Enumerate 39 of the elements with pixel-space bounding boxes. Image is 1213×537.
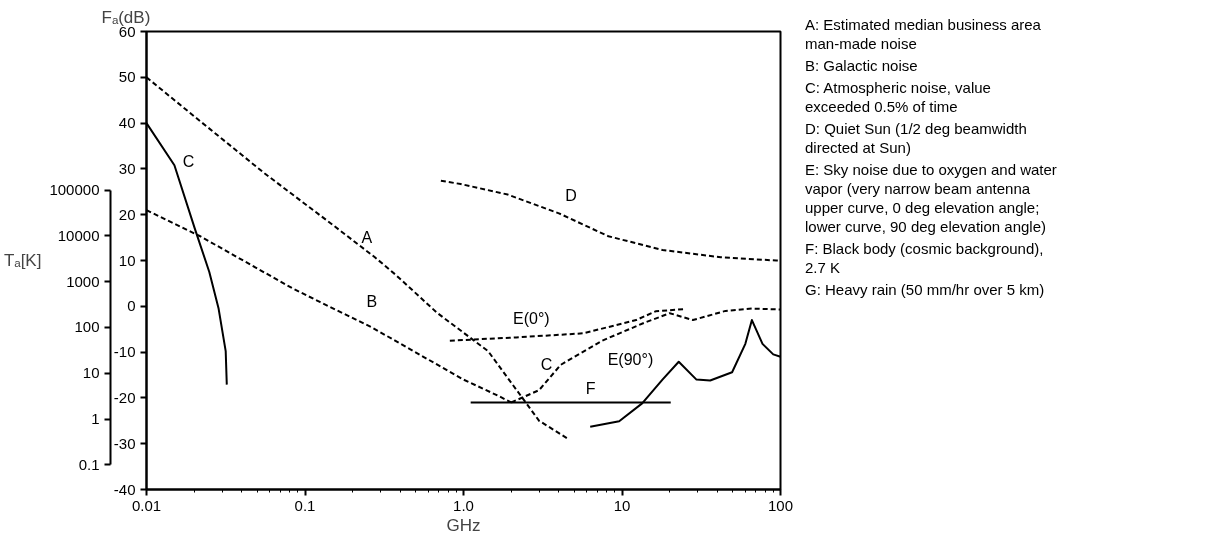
y2-tick-label: -20 — [113, 388, 136, 406]
series-label: C — [540, 356, 553, 374]
series-label: D — [565, 186, 577, 204]
y2-tick-label: -30 — [113, 434, 136, 452]
text: B: Galactic noise — [805, 56, 919, 75]
y2-tick-label: 30 — [118, 159, 136, 177]
x-tick-label: 100 — [767, 496, 794, 514]
series-label: E(0°) — [512, 309, 550, 327]
y-tick-label: 1000 — [66, 272, 100, 290]
y-axis-title: Tₐ[K] — [3, 251, 42, 270]
text: C: Atmospheric noise, value exceeded 0.5% of time — [805, 78, 992, 116]
y-tick-label: 100 — [74, 318, 100, 336]
y2-tick-label: -40 — [113, 480, 136, 498]
y2-tick-label: 20 — [118, 205, 136, 223]
y-tick-label: 1 — [91, 410, 100, 428]
text: F: Black body (cosmic background), 2.7 K — [805, 239, 1045, 277]
series-label: F — [585, 379, 596, 397]
x-tick-label: 0.1 — [294, 496, 316, 514]
y2-tick-label: 10 — [118, 251, 136, 269]
series-label: A — [361, 228, 373, 246]
text: A: Estimated median business area man-made noise — [805, 15, 1042, 53]
x-tick-label: 0.01 — [131, 496, 162, 514]
y2-tick-label: 0 — [127, 297, 136, 315]
y-tick-label: 10 — [82, 364, 100, 382]
y2-tick-label: 50 — [118, 68, 136, 86]
legend-label: C — [182, 152, 195, 170]
y-tick-label: 10000 — [57, 226, 100, 244]
y2-tick-label: -10 — [113, 343, 136, 361]
x-axis-title: GHz — [446, 515, 481, 535]
text: G: Heavy rain (50 mm/hr over 5 km) — [805, 280, 1046, 299]
y2-tick-label: 40 — [118, 114, 136, 132]
y-tick-label: 100000 — [49, 181, 100, 199]
x-tick-label: 10 — [613, 496, 631, 514]
x-tick-label: 1.0 — [453, 496, 474, 514]
series-label: E(90°) — [607, 351, 654, 369]
y-tick-label: 0.1 — [78, 455, 100, 473]
series-label: B — [366, 292, 378, 310]
text: E: Sky noise due to oxygen and water vapor (very narrow beam antenna upper curve, 0 deg elevation angle; lower curve, 90 deg elevation angle) — [805, 160, 1057, 236]
text: D: Quiet Sun (1/2 deg beamwidth directed at Sun) — [805, 119, 1028, 157]
